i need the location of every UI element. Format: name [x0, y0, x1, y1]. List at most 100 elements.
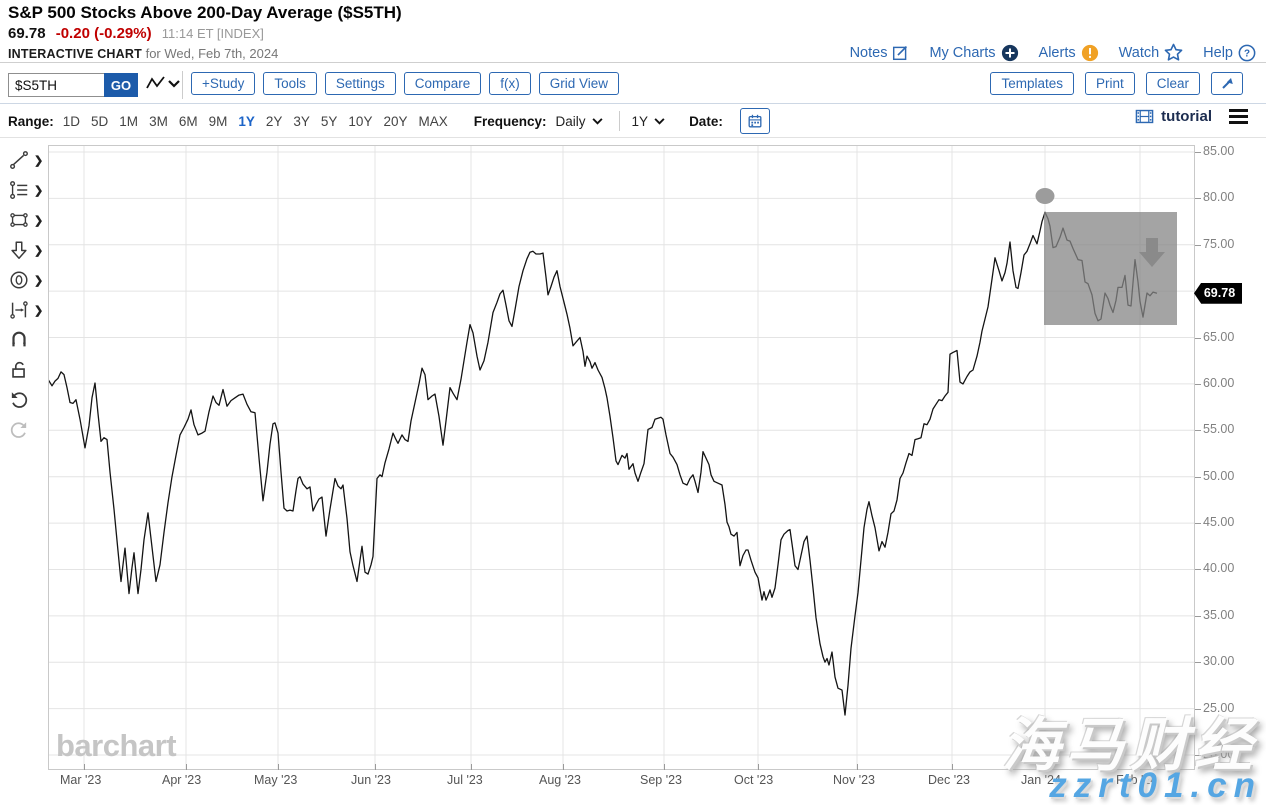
range-option-6M[interactable]: 6M	[178, 113, 198, 129]
unlock-tool[interactable]	[0, 355, 48, 385]
measure-tool[interactable]: ❯	[0, 295, 48, 325]
price-chart[interactable]	[48, 145, 1195, 770]
range-option-1D[interactable]: 1D	[62, 113, 81, 129]
y-axis-tick	[1195, 337, 1201, 339]
symbol-input[interactable]	[8, 73, 110, 97]
magnet-tool[interactable]	[0, 325, 48, 355]
redo[interactable]	[0, 415, 48, 445]
y-axis-label: 55.00	[1203, 422, 1235, 437]
x-axis-tick	[375, 764, 376, 770]
grid-view-button[interactable]: Grid View	[538, 72, 620, 95]
help-link[interactable]: Help ?	[1203, 44, 1256, 62]
trendline-tool[interactable]: ❯	[0, 145, 48, 175]
rangebar-divider-line	[0, 137, 1266, 138]
chart-type-selector[interactable]	[146, 75, 180, 93]
y-axis-tick	[1195, 708, 1201, 710]
y-axis-label: 75.00	[1203, 236, 1235, 251]
rangebar-divider	[618, 111, 620, 131]
study-button[interactable]: +Study	[191, 72, 256, 95]
chart-date-label: for Wed, Feb 7th, 2024	[145, 46, 279, 61]
range-option-3Y[interactable]: 3Y	[293, 113, 310, 129]
range-option-9M[interactable]: 9M	[208, 113, 228, 129]
y-axis-label: 50.00	[1203, 468, 1235, 483]
svg-text:?: ?	[1244, 48, 1250, 59]
chevron-down-icon	[591, 117, 603, 125]
shape-tool[interactable]: ❯	[0, 205, 48, 235]
settings-button[interactable]: Settings	[324, 72, 396, 95]
last-price: 69.78	[8, 25, 46, 42]
x-axis-label: May '23	[254, 773, 298, 787]
frequency-select[interactable]: Daily	[556, 114, 603, 129]
chevron-right-icon: ❯	[34, 244, 44, 257]
range-option-2Y[interactable]: 2Y	[265, 113, 283, 129]
arrow-tool[interactable]: ❯	[0, 235, 48, 265]
tutorial-link[interactable]: tutorial	[1161, 108, 1212, 125]
range-option-20Y[interactable]: 20Y	[383, 113, 408, 129]
x-axis-tick	[1045, 764, 1046, 770]
y-axis-tick	[1195, 244, 1201, 246]
watch-link[interactable]: Watch	[1119, 43, 1184, 62]
range-option-5D[interactable]: 5D	[91, 113, 109, 129]
section-heading: INTERACTIVE CHART for Wed, Feb 7th, 2024	[8, 46, 278, 61]
x-axis-tick	[278, 764, 279, 770]
star-icon	[1164, 43, 1183, 61]
x-axis-label: Apr '23	[162, 773, 202, 787]
x-axis-label: Nov '23	[833, 773, 875, 787]
print-button[interactable]: Print	[1084, 72, 1135, 95]
my-charts-link[interactable]: My Charts	[929, 44, 1018, 62]
y-axis-tick	[1195, 615, 1201, 617]
clear-button[interactable]: Clear	[1145, 72, 1200, 95]
cycle-tool[interactable]: ❯	[0, 265, 48, 295]
x-axis-tick	[952, 764, 953, 770]
alerts-link[interactable]: Alerts	[1039, 44, 1099, 62]
arrow-up-right-icon	[1222, 77, 1233, 89]
range-option-1M[interactable]: 1M	[119, 113, 139, 129]
x-axis-tick	[471, 764, 472, 770]
range-bar: Range: 1D 5D 1M 3M 6M 9M 1Y 2Y 3Y 5Y 10Y 20Y MAX Fre…	[8, 108, 770, 134]
chevron-right-icon: ❯	[34, 184, 44, 197]
x-axis-tick	[84, 764, 85, 770]
measure-icon	[10, 301, 28, 319]
y-axis-label: 60.00	[1203, 375, 1235, 390]
tools-button[interactable]: Tools	[263, 72, 317, 95]
date-label: Date:	[689, 113, 723, 129]
annotation-tool[interactable]: ❯	[0, 175, 48, 205]
range-option-10Y[interactable]: 10Y	[348, 113, 373, 129]
go-button[interactable]: GO	[104, 73, 138, 97]
y-axis-label: 35.00	[1203, 607, 1235, 622]
y-axis-tick	[1195, 430, 1201, 432]
compare-button[interactable]: Compare	[403, 72, 482, 95]
y-axis-label: 20.00	[1203, 746, 1235, 761]
popout-button[interactable]	[1211, 72, 1243, 95]
y-axis-label: 85.00	[1203, 144, 1235, 158]
x-axis-tick	[186, 764, 187, 770]
x-axis-tick	[857, 764, 858, 770]
interactive-chart-label: INTERACTIVE CHART	[8, 47, 142, 61]
y-axis-tick	[1195, 152, 1201, 153]
range-option-1Y[interactable]: 1Y	[238, 113, 255, 129]
notes-link[interactable]: Notes	[850, 44, 910, 61]
y-axis-tick	[1195, 383, 1201, 385]
y-axis-label: 80.00	[1203, 190, 1235, 205]
range-options: 1D 5D 1M 3M 6M 9M 1Y 2Y 3Y 5Y 10Y 20Y MAX	[63, 114, 448, 129]
x-axis-label: Jun '23	[351, 773, 391, 787]
range-option-MAX[interactable]: MAX	[418, 113, 448, 129]
period-select[interactable]: 1Y	[632, 114, 666, 129]
y-axis-tick	[1195, 662, 1201, 664]
undo[interactable]	[0, 385, 48, 415]
chart-toolbar: GO +Study Tools Settings Compare f(x) Gr…	[0, 71, 1266, 103]
film-icon	[1135, 109, 1154, 124]
toolbar-divider	[182, 71, 183, 99]
x-axis-label: Aug '23	[539, 773, 582, 787]
range-option-5Y[interactable]: 5Y	[320, 113, 338, 129]
menu-icon[interactable]	[1229, 108, 1248, 125]
range-option-3M[interactable]: 3M	[149, 113, 168, 129]
y-axis-tick	[1195, 198, 1201, 200]
fx-button[interactable]: f(x)	[489, 72, 531, 95]
y-axis-tick	[1195, 476, 1201, 478]
templates-button[interactable]: Templates	[990, 72, 1074, 95]
calendar-button[interactable]	[739, 108, 770, 134]
plus-circle-icon	[1001, 44, 1018, 61]
help-circle-icon: ?	[1238, 44, 1256, 61]
